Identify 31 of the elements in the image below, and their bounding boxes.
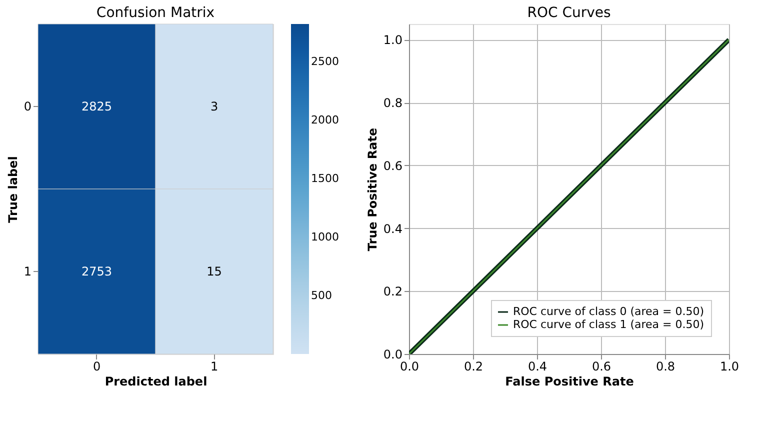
legend-label: ROC curve of class 0 (area = 0.50): [513, 305, 704, 318]
x-tick-label: 0.6: [592, 360, 612, 374]
x-axis-title: False Positive Rate: [505, 374, 634, 388]
legend-label: ROC curve of class 1 (area = 0.50): [513, 318, 704, 331]
y-axis-title: True Positive Rate: [365, 128, 380, 252]
x-tick-label: 0.0: [400, 360, 420, 374]
y-tick-label: 0.4: [383, 222, 402, 236]
data-label: 2753: [81, 264, 112, 278]
x-tick-label: 1.0: [720, 360, 740, 374]
color-bar-label: 500: [311, 288, 332, 302]
color-bar-label: 2500: [311, 55, 339, 68]
color-bar-label: 1500: [311, 172, 339, 185]
x-tick-label: 1: [210, 360, 218, 374]
data-label: 3: [210, 100, 218, 114]
x-axis-title: Predicted label: [104, 374, 208, 388]
color-bar-label: 1000: [311, 230, 339, 244]
x-tick-label: 0.8: [656, 360, 676, 374]
y-tick-label: 0.2: [383, 284, 402, 299]
x-tick-label: 0.4: [528, 360, 548, 374]
chart-title: ROC Curves: [527, 5, 611, 21]
chart-title: Confusion Matrix: [96, 4, 215, 21]
y-tick-label: 0.8: [383, 96, 402, 110]
data-label: 15: [206, 264, 222, 278]
y-axis-title: True label: [6, 156, 20, 223]
x-tick-label: 0.2: [464, 360, 484, 374]
x-tick-label: 0: [92, 360, 101, 374]
y-tick-label: 1.0: [383, 33, 402, 48]
y-tick-label: 0.6: [383, 158, 402, 173]
color-bar-label: 2000: [311, 113, 339, 126]
y-tick-label: 0.0: [383, 348, 402, 362]
data-label: 2825: [81, 100, 112, 114]
